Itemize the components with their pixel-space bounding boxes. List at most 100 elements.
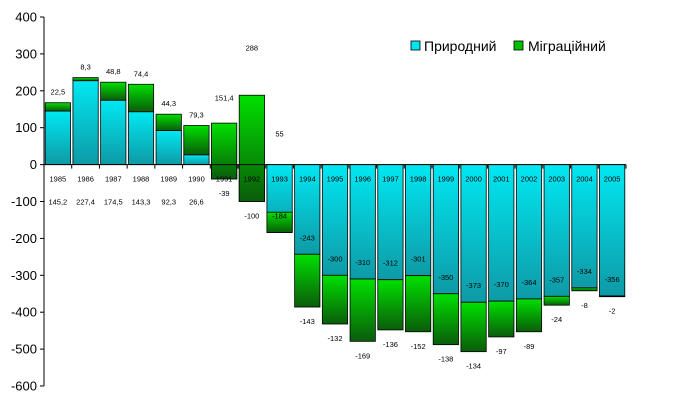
data-label-migration: 151,4 [215, 94, 234, 103]
bar-migration [599, 295, 626, 298]
data-label-migration: -169 [355, 351, 370, 360]
bar-migration [571, 287, 598, 292]
data-label-natural: -357 [549, 275, 564, 284]
data-label-natural: -301 [411, 255, 426, 264]
x-category-label: 1999 [438, 175, 455, 184]
bar-migration [155, 113, 182, 131]
y-tick-label: -400 [11, 305, 37, 320]
bar-migration [238, 94, 265, 202]
x-category-label: 2003 [548, 175, 565, 184]
data-label-natural: 174,5 [104, 198, 123, 207]
data-label-migration: 79,3 [189, 111, 204, 120]
bar-migration [100, 81, 127, 101]
y-tick-label: 0 [30, 157, 37, 172]
data-label-migration: -138 [438, 355, 453, 364]
data-label-natural: -350 [438, 273, 453, 282]
data-label-natural: 143,3 [132, 198, 151, 207]
data-label-migration: -134 [466, 362, 481, 371]
bar-natural [321, 164, 349, 276]
x-category-label: 2000 [465, 175, 482, 184]
legend-swatch-natural [410, 40, 421, 51]
x-category-label: 1997 [382, 175, 399, 184]
data-label-migration: -89 [524, 342, 535, 351]
data-label-natural: -184 [272, 211, 287, 220]
data-label-natural: -334 [577, 267, 592, 276]
y-tick-label: -200 [11, 231, 37, 246]
zero-line [43, 164, 627, 169]
legend: Природний Міграційний [410, 38, 606, 54]
bar-natural [183, 154, 210, 166]
bar-migration [72, 77, 99, 82]
data-label-natural: 227,4 [76, 198, 95, 207]
data-label-natural: -300 [327, 254, 342, 263]
x-category-label: 1990 [188, 175, 205, 184]
data-label-migration: -97 [496, 347, 507, 356]
data-label-natural: -356 [605, 275, 620, 284]
x-category-label: 1986 [77, 175, 94, 184]
data-label-migration: -152 [411, 342, 426, 351]
bar-natural [377, 164, 404, 281]
x-category-label: 1991 [216, 175, 233, 184]
data-label-natural: -310 [355, 258, 370, 267]
x-category-label: 1998 [410, 175, 427, 184]
data-label-migration: -132 [327, 334, 342, 343]
data-label-migration: 288 [246, 43, 259, 52]
bar-migration [127, 83, 155, 113]
x-category-label: 2002 [521, 175, 538, 184]
bar-migration [377, 279, 404, 331]
bar-natural [488, 164, 515, 302]
data-labels: 1985 145,2 22,5 1986 227,4 8,3 1987 174,5 48,8 19… [48, 43, 620, 370]
x-category-label: 2005 [604, 175, 621, 184]
data-label-migration: 74,4 [134, 69, 149, 78]
bar-natural [405, 164, 432, 277]
y-tick-label: -500 [11, 342, 37, 357]
data-label-migration: -143 [300, 317, 315, 326]
x-category-label: 1985 [50, 175, 67, 184]
bar-natural [72, 80, 99, 165]
data-label-natural: -364 [521, 278, 536, 287]
bar-migration [543, 295, 570, 306]
bar-natural [599, 164, 626, 297]
y-tick-label: -100 [11, 194, 37, 209]
x-category-label: 2001 [493, 175, 510, 184]
y-axis: 400 300 200 100 0 -100 -200 -300 -400 -500 -600 [11, 10, 45, 394]
x-category-label: 2004 [576, 175, 593, 184]
data-label-natural: -312 [383, 259, 398, 268]
bar-natural [349, 164, 376, 280]
bar-natural [100, 99, 127, 166]
data-label-migration: 55 [275, 129, 283, 138]
legend-label-migration: Міграційний [528, 38, 606, 54]
bar-natural [543, 164, 570, 297]
legend-swatch-migration [513, 40, 524, 51]
data-label-migration: -8 [581, 301, 588, 310]
data-label-natural: -100 [244, 212, 259, 221]
bar-migration [488, 300, 515, 338]
bar-natural [155, 130, 182, 166]
x-category-label: 1987 [105, 175, 122, 184]
bars [44, 77, 626, 353]
bar-natural [44, 110, 71, 166]
data-label-migration: -24 [551, 315, 562, 324]
bar-migration [405, 275, 432, 333]
y-tick-label: 200 [15, 83, 37, 98]
data-label-natural: 92,3 [161, 198, 176, 207]
data-label-migration: -2 [609, 307, 616, 316]
x-category-label: 1996 [354, 175, 371, 184]
bar-migration [349, 278, 376, 342]
y-tick-label: 400 [15, 10, 37, 25]
y-tick-label: 100 [15, 120, 37, 135]
bar-migration [432, 293, 459, 346]
data-label-migration: 44,3 [161, 99, 176, 108]
data-label-natural: 145,2 [48, 198, 67, 207]
bar-natural [515, 164, 543, 300]
bar-migration [321, 274, 349, 325]
x-category-label: 1995 [327, 175, 344, 184]
data-label-migration: 48,8 [106, 67, 121, 76]
x-category-label: 1993 [271, 175, 288, 184]
x-category-label: 1994 [299, 175, 316, 184]
data-label-natural: -243 [300, 233, 315, 242]
bar-migration [266, 211, 293, 233]
bar-migration [211, 122, 238, 180]
